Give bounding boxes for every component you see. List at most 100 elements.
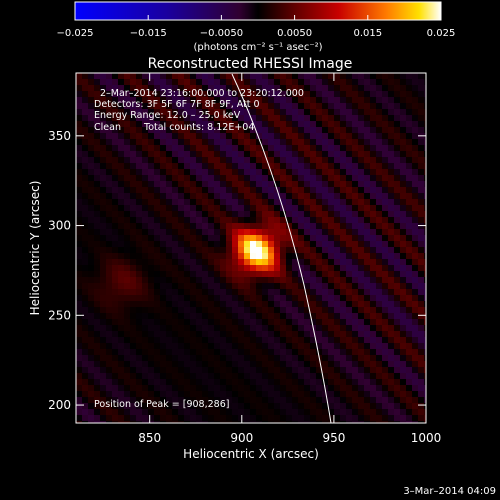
heatmap-cell xyxy=(340,133,346,139)
heatmap-cell xyxy=(82,115,88,121)
heatmap-cell xyxy=(400,391,406,397)
heatmap-cell xyxy=(268,319,274,325)
heatmap-cell xyxy=(130,193,136,199)
heatmap-cell xyxy=(238,385,244,391)
heatmap-cell xyxy=(118,391,124,397)
heatmap-cell xyxy=(268,283,274,289)
heatmap-cell xyxy=(94,175,100,181)
heatmap-cell xyxy=(160,355,166,361)
heatmap-cell xyxy=(250,349,256,355)
heatmap-cell xyxy=(364,391,370,397)
heatmap-cell xyxy=(226,379,232,385)
heatmap-cell xyxy=(316,277,322,283)
heatmap-cell xyxy=(232,367,238,373)
heatmap-cell xyxy=(82,421,88,423)
heatmap-cell xyxy=(148,91,154,97)
heatmap-cell xyxy=(178,73,184,79)
heatmap-cell xyxy=(94,403,100,409)
heatmap-cell xyxy=(220,85,226,91)
heatmap-cell xyxy=(418,79,424,85)
heatmap-cell xyxy=(160,367,166,373)
heatmap-cell xyxy=(418,97,424,103)
heatmap-cell xyxy=(286,115,292,121)
heatmap-cell xyxy=(268,397,274,403)
heatmap-cell xyxy=(148,199,154,205)
heatmap-cell xyxy=(142,337,148,343)
heatmap-cell xyxy=(220,205,226,211)
heatmap-cell xyxy=(256,127,262,133)
heatmap-cell xyxy=(304,115,310,121)
heatmap-cell xyxy=(394,133,400,139)
heatmap-cell xyxy=(286,391,292,397)
heatmap-cell xyxy=(328,211,334,217)
heatmap-cell xyxy=(334,259,340,265)
heatmap-cell xyxy=(316,421,322,423)
heatmap-cell xyxy=(172,91,178,97)
heatmap-cell xyxy=(316,343,322,349)
chart-title: Reconstructed RHESSI Image xyxy=(148,56,353,72)
heatmap-cell xyxy=(76,415,82,421)
heatmap-cell xyxy=(166,115,172,121)
heatmap-cell xyxy=(250,169,256,175)
heatmap-cell xyxy=(322,343,328,349)
heatmap-cell xyxy=(274,265,280,271)
heatmap-cell xyxy=(370,205,376,211)
heatmap-cell xyxy=(82,229,88,235)
heatmap-cell xyxy=(358,385,364,391)
heatmap-cell xyxy=(262,409,268,415)
heatmap-cell xyxy=(310,385,316,391)
heatmap-cell xyxy=(160,73,166,79)
heatmap-cell xyxy=(232,169,238,175)
heatmap-cell xyxy=(322,421,328,423)
heatmap-cell xyxy=(364,373,370,379)
heatmap-cell xyxy=(400,403,406,409)
heatmap-cell xyxy=(292,367,298,373)
heatmap-cell xyxy=(100,403,106,409)
heatmap-cell xyxy=(202,85,208,91)
heatmap-cell xyxy=(400,199,406,205)
heatmap-cell xyxy=(214,289,220,295)
heatmap-cell xyxy=(118,253,124,259)
heatmap-cell xyxy=(154,139,160,145)
heatmap-cell xyxy=(124,379,130,385)
heatmap-cell xyxy=(268,199,274,205)
heatmap-cell xyxy=(94,265,100,271)
heatmap-cell xyxy=(94,301,100,307)
heatmap-cell xyxy=(352,313,358,319)
heatmap-cell xyxy=(412,289,418,295)
heatmap-cell xyxy=(340,229,346,235)
heatmap-cell xyxy=(370,199,376,205)
heatmap-cell xyxy=(334,265,340,271)
heatmap-cell xyxy=(88,79,94,85)
heatmap-cell xyxy=(400,217,406,223)
heatmap-cell xyxy=(286,97,292,103)
heatmap-cell xyxy=(358,373,364,379)
heatmap-cell xyxy=(418,415,424,421)
heatmap-cell xyxy=(94,91,100,97)
heatmap-cell xyxy=(340,103,346,109)
heatmap-cell xyxy=(226,355,232,361)
heatmap-cell xyxy=(172,343,178,349)
heatmap-cell xyxy=(376,415,382,421)
heatmap-cell xyxy=(286,385,292,391)
heatmap-cell xyxy=(376,331,382,337)
heatmap-cell xyxy=(94,127,100,133)
heatmap-cell xyxy=(256,277,262,283)
heatmap-cell xyxy=(172,139,178,145)
heatmap-cell xyxy=(82,163,88,169)
heatmap-cell xyxy=(190,313,196,319)
heatmap-cell xyxy=(262,169,268,175)
heatmap-cell xyxy=(340,295,346,301)
heatmap-cell xyxy=(388,163,394,169)
heatmap-cell xyxy=(124,295,130,301)
heatmap-cell xyxy=(112,283,118,289)
heatmap-cell xyxy=(412,127,418,133)
heatmap-cell xyxy=(76,343,82,349)
heatmap-cell xyxy=(148,271,154,277)
heatmap-cell xyxy=(370,283,376,289)
heatmap-cell xyxy=(352,169,358,175)
heatmap-cell xyxy=(316,385,322,391)
heatmap-cell xyxy=(238,277,244,283)
heatmap-cell xyxy=(316,211,322,217)
heatmap-cell xyxy=(148,325,154,331)
